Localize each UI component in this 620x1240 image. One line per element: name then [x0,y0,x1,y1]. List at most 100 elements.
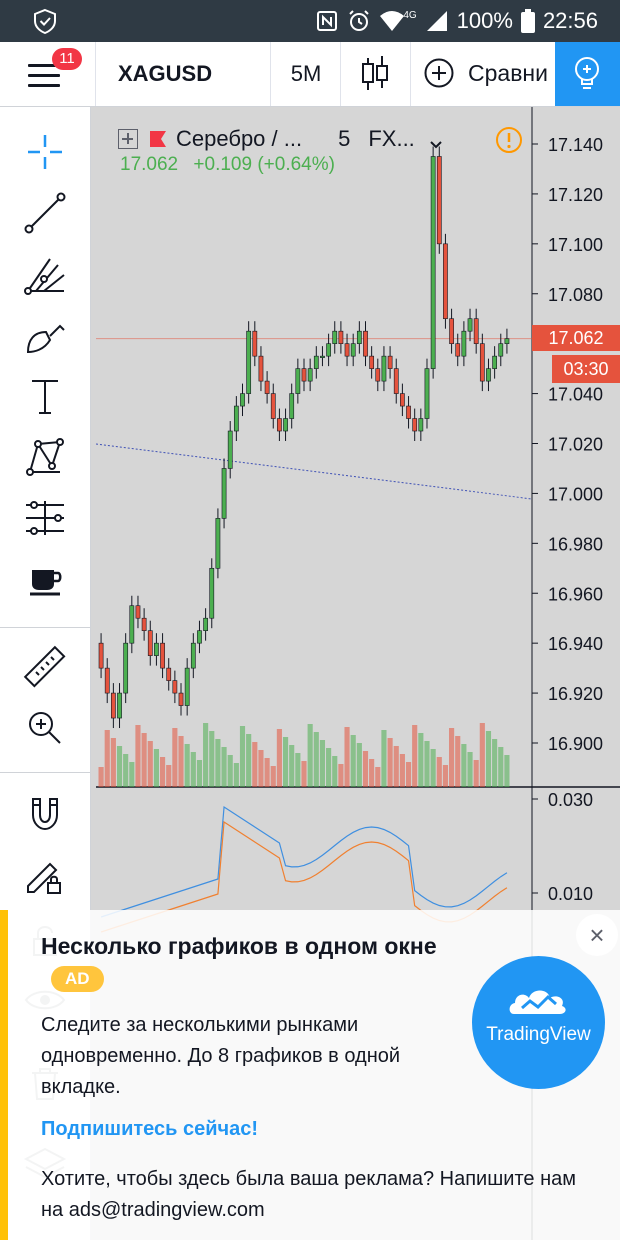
candle [264,380,270,394]
network-type: 4G [403,9,417,21]
fib-tool[interactable] [20,249,70,299]
ad-badge: AD [51,966,104,992]
volume-bar [479,723,485,787]
volume-bar [326,748,332,787]
pattern-tool[interactable] [20,432,70,482]
status-bar: 4G 100% 22:56 [0,0,620,42]
candle [418,418,424,432]
chart-type-button[interactable] [340,42,410,106]
warning-icon[interactable] [495,126,523,154]
expand-icon[interactable] [118,129,138,149]
compare-button[interactable]: Сравни [410,42,555,106]
volume-bar [166,765,172,787]
volume-bar [221,747,227,787]
zoom-tool[interactable] [20,703,70,753]
tradingview-logo[interactable]: TradingView [472,956,605,1089]
symbol-button[interactable]: XAGUSD [118,61,213,86]
ad-footer-text[interactable]: Хотите, чтобы здесь была ваша реклама? Н… [41,1168,576,1221]
price-tick-label: 16.900 [548,734,603,754]
candle [412,418,418,432]
candle [461,330,467,357]
battery-level: 100% [456,8,513,33]
candle [258,355,264,382]
price-tick-label: 16.960 [548,584,603,604]
price-tick-label: 16.980 [548,534,603,554]
candle [184,667,190,706]
volume-bar [141,733,147,787]
candle [129,605,135,644]
candles-icon [362,56,388,90]
volume-bar [135,725,141,787]
legend-exchange: FX... [368,126,415,151]
candle [338,330,344,344]
candle [307,368,313,382]
volume-bar [215,739,221,787]
chevron-down-icon[interactable] [429,132,443,149]
icon-tool[interactable] [20,554,70,604]
pitchfork-icon [24,258,65,295]
candle [110,692,116,719]
brush-tool[interactable] [20,310,70,360]
candle [424,368,430,419]
candle [135,605,141,619]
ruler-icon [23,645,66,688]
interval-button[interactable]: 5M [290,61,322,86]
volume-bar [190,752,196,787]
legend-interval: 5 [338,126,351,151]
trend-line-tool[interactable] [20,188,70,238]
text-tool[interactable] [20,371,70,421]
ad-title-text: Несколько графиков в одном окне [41,933,437,959]
ideas-button[interactable] [555,42,620,106]
volume-bar [492,739,498,787]
candle [393,368,399,394]
price-tick-label: 16.920 [548,684,603,704]
candle [117,692,122,719]
candle [467,318,473,332]
volume-bar [387,738,393,787]
coffee-cup-icon [30,570,62,596]
candle [178,692,184,706]
volume-bar [178,736,184,787]
measure-tool[interactable] [20,642,70,692]
ad-description: Следите за несколькими рынками одновреме… [41,1014,401,1098]
crosshair-tool[interactable] [20,127,70,177]
volume-bar [332,756,338,787]
volume-bar [270,766,276,787]
volume-bar [264,758,270,787]
candle [246,330,252,394]
price-tick-label: 17.120 [548,185,603,205]
indicator-tick-label: 0.010 [548,884,593,904]
candle [233,405,239,432]
candle [160,642,165,669]
candle [320,355,325,358]
bar-countdown-label: 03:30 [552,355,620,383]
separator [0,627,90,628]
cloud-icon [509,990,566,1014]
volume-bar [393,746,399,787]
prediction-tool[interactable] [20,493,70,543]
volume-bar [362,751,369,787]
lock-drawings-tool[interactable] [20,850,70,900]
close-icon[interactable]: × [576,914,618,956]
menu-button[interactable]: 11 [0,42,90,106]
candle [147,630,153,656]
candle [430,156,436,369]
price-tick-label: 16.940 [548,634,603,654]
magnet-tool[interactable] [20,789,70,839]
symbol-description[interactable]: Серебро / ... [176,126,303,151]
volume-bar [418,733,424,787]
candle [479,343,485,382]
volume-bar [412,725,418,787]
candle [381,355,387,382]
candle [301,368,307,382]
volume-bar [381,730,387,787]
clock: 22:56 [542,8,598,33]
candle [406,405,411,419]
volume-bar [239,726,246,787]
volume-bar [455,736,461,787]
candle [289,393,295,419]
ad-subscribe-link[interactable]: Подпишитесь сейчас! [41,1118,259,1140]
volume-bar [295,753,301,787]
volume-bar [301,761,307,787]
flag-icon [148,129,168,149]
